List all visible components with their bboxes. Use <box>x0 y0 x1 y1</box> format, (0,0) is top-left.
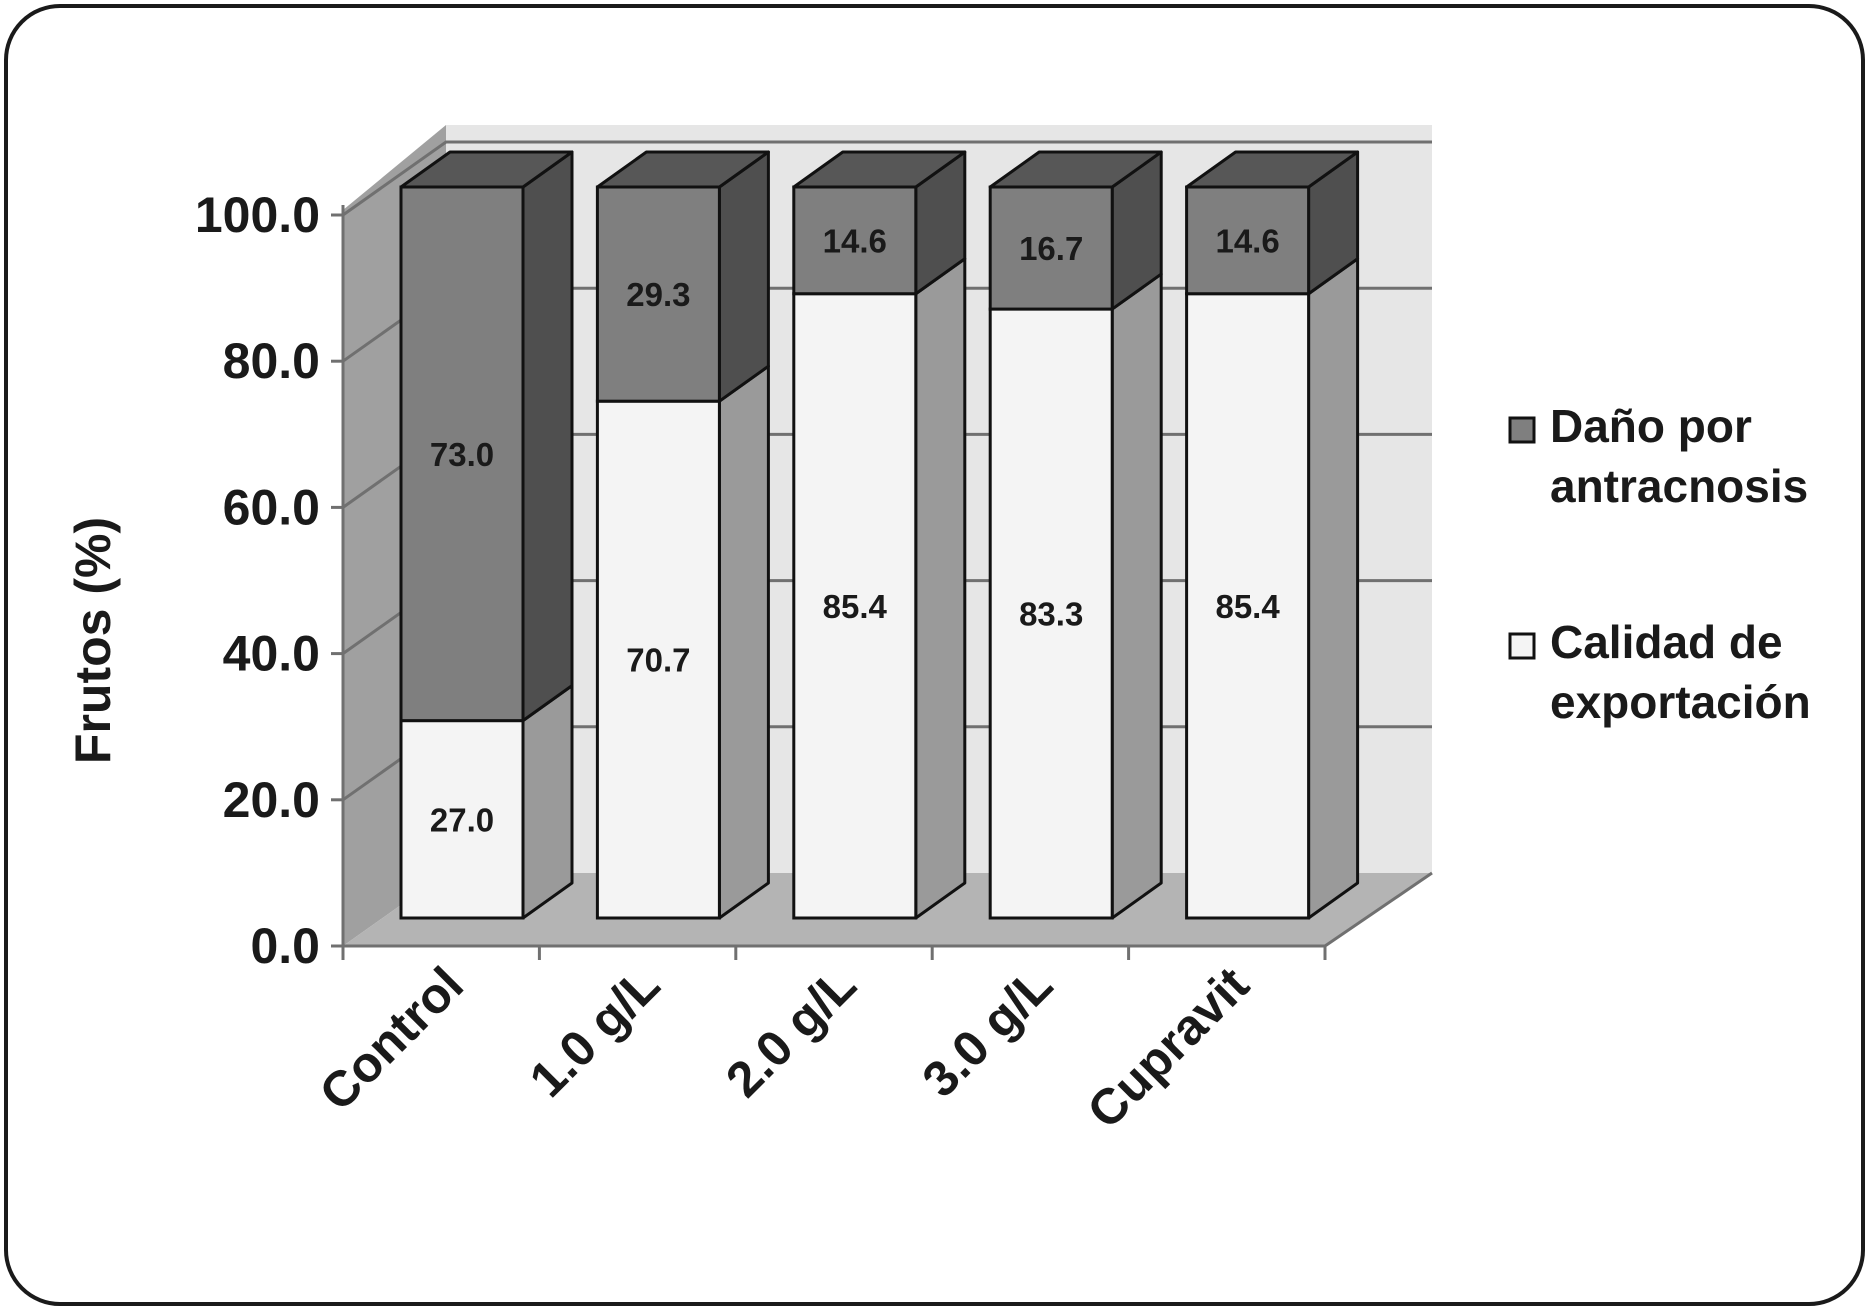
data-label: 14.6 <box>823 222 887 259</box>
data-label: 16.7 <box>1019 230 1083 267</box>
bar-front-face <box>399 185 525 723</box>
y-tick-label: 100.0 <box>195 187 320 243</box>
bar-front-face <box>1185 185 1311 296</box>
bar-dano-0 <box>399 150 574 723</box>
bars <box>399 150 1360 920</box>
data-label: 73.0 <box>430 436 494 473</box>
legend-swatch <box>1508 416 1536 444</box>
legend-label: antracnosis <box>1550 460 1808 512</box>
bar-side-face <box>521 150 574 723</box>
bar-front-face <box>792 292 918 920</box>
legend-label: Daño por <box>1550 400 1752 452</box>
bar-top-face <box>988 150 1163 189</box>
bar-side-face <box>914 257 967 920</box>
data-label: 29.3 <box>626 276 690 313</box>
data-label: 85.4 <box>823 588 888 625</box>
y-tick-label: 80.0 <box>223 333 320 389</box>
bar-front-face <box>595 185 721 403</box>
bar-dano-1 <box>595 150 770 403</box>
data-label: 27.0 <box>430 801 494 838</box>
y-tick-label: 60.0 <box>223 479 320 535</box>
y-tick-label: 20.0 <box>223 772 320 828</box>
bar-side-face <box>1307 257 1360 920</box>
bar-top-face <box>399 150 574 189</box>
bar-calidad-0 <box>399 684 574 920</box>
legend-swatch <box>1508 632 1536 660</box>
legend-label: exportación <box>1550 676 1811 728</box>
floor-edge <box>1324 871 1433 948</box>
y-axis-title: Frutos (%) <box>65 517 121 764</box>
x-tick-label: 2.0 g/L <box>715 956 867 1108</box>
x-tick-label: Cupravit <box>1077 956 1260 1139</box>
bar-front-face <box>399 719 525 920</box>
bar-calidad-2 <box>792 257 967 920</box>
bar-calidad-1 <box>595 364 770 920</box>
bar-calidad-3 <box>988 272 1163 920</box>
bar-side-face <box>521 684 574 920</box>
data-label: 85.4 <box>1215 588 1280 625</box>
data-label: 83.3 <box>1019 596 1083 633</box>
bar-dano-3 <box>988 150 1163 311</box>
bar-front-face <box>595 399 721 920</box>
gridline <box>342 140 1432 217</box>
bar-top-face <box>595 150 770 189</box>
y-tick-label: 40.0 <box>223 626 320 682</box>
legend: Daño por antracnosis Calidad de exportación <box>1508 400 1811 728</box>
bar-side-face <box>717 150 770 403</box>
legend-label: Calidad de <box>1550 616 1783 668</box>
x-tick-label: Control <box>309 956 474 1121</box>
bar-dano-2 <box>792 150 967 296</box>
data-label: 14.6 <box>1215 222 1279 259</box>
y-tick-label: 0.0 <box>250 918 320 974</box>
bar-side-face <box>717 364 770 920</box>
data-labels: 27.0 73.0 70.7 29.3 85.4 14.6 83.3 16.7 85.4 14.6 <box>430 222 1280 838</box>
bar-top-face <box>1185 150 1360 189</box>
bar-front-face <box>988 185 1114 311</box>
x-tick-label: 3.0 g/L <box>912 956 1064 1108</box>
data-label: 70.7 <box>626 642 690 679</box>
bar-side-face <box>1110 272 1163 920</box>
bar-dano-4 <box>1185 150 1360 296</box>
bar-front-face <box>988 307 1114 920</box>
x-tick-label: 1.0 g/L <box>519 956 671 1108</box>
bar-top-face <box>792 150 967 189</box>
bar-front-face <box>792 185 918 296</box>
